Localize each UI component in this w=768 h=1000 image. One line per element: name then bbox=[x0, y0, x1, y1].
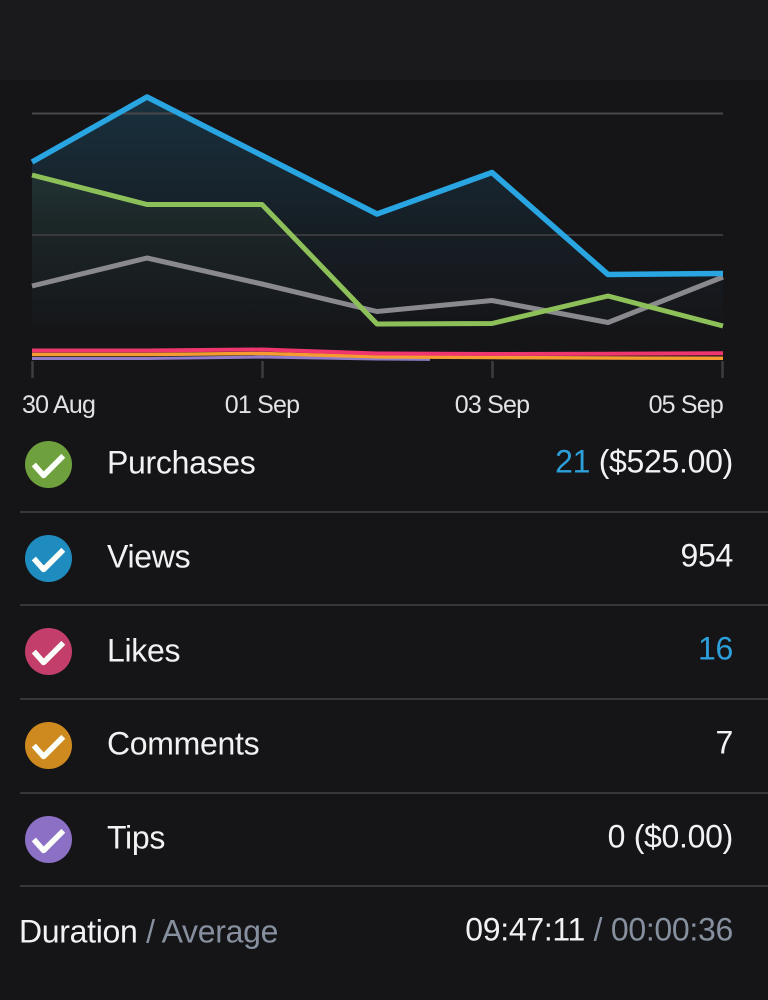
svg-text:30 Aug: 30 Aug bbox=[22, 391, 95, 419]
svg-text:05 Sep: 05 Sep bbox=[649, 391, 723, 419]
svg-text:03 Sep: 03 Sep bbox=[455, 391, 529, 419]
svg-text:01 Sep: 01 Sep bbox=[225, 391, 299, 419]
